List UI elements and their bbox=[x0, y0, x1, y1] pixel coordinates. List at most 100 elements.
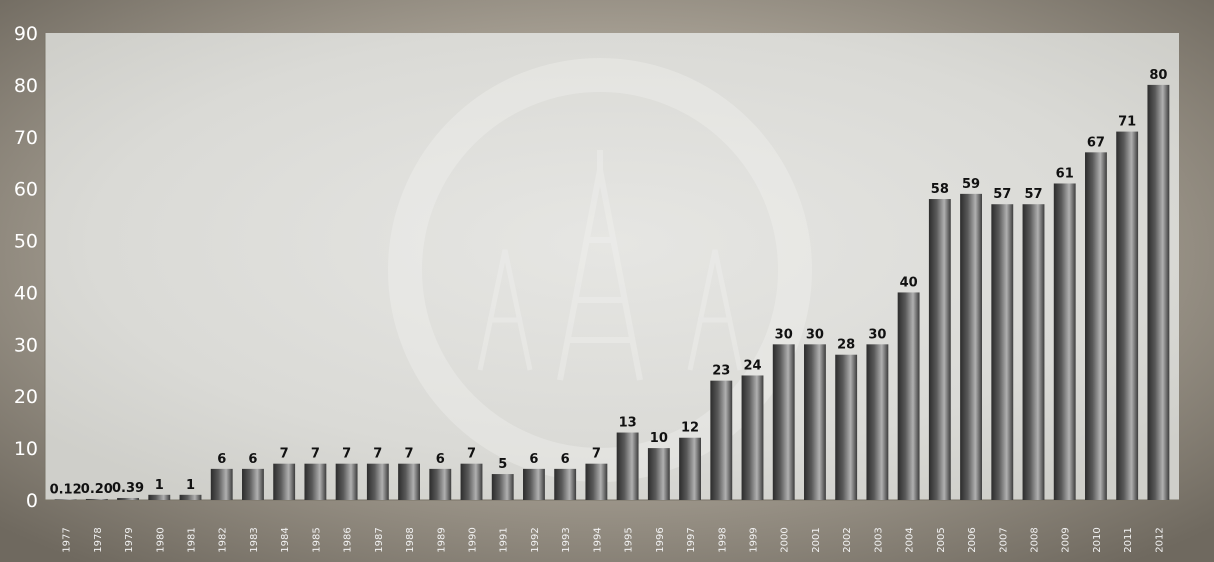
data-label: 80 bbox=[1149, 68, 1167, 83]
x-tick-label: 1986 bbox=[343, 527, 354, 552]
data-label: 6 bbox=[248, 452, 257, 467]
bar bbox=[210, 468, 233, 500]
data-label: 30 bbox=[806, 327, 824, 342]
x-tick-label: 2007 bbox=[998, 527, 1009, 552]
y-tick-label: 70 bbox=[14, 127, 38, 149]
bar bbox=[897, 292, 920, 500]
bar bbox=[1022, 204, 1045, 501]
x-tick-label: 1978 bbox=[93, 527, 104, 552]
data-label: 57 bbox=[1024, 187, 1042, 202]
y-tick-label: 90 bbox=[14, 23, 38, 45]
data-label: 71 bbox=[1118, 115, 1136, 130]
x-tick-label: 2002 bbox=[842, 527, 853, 552]
data-label: 13 bbox=[619, 416, 637, 431]
data-label: 67 bbox=[1087, 135, 1105, 150]
x-tick-label: 1999 bbox=[749, 527, 760, 552]
x-tick-label: 1995 bbox=[624, 527, 635, 552]
data-label: 1 bbox=[155, 478, 164, 493]
x-tick-label: 1980 bbox=[155, 527, 166, 552]
data-label: 28 bbox=[837, 338, 855, 353]
bar bbox=[960, 193, 982, 501]
bar bbox=[523, 468, 545, 500]
bar bbox=[179, 494, 202, 500]
data-label: 57 bbox=[993, 187, 1011, 202]
y-axis-ticks: 0 10 20 30 40 50 60 70 80 90 bbox=[14, 23, 38, 512]
bar bbox=[804, 344, 826, 500]
x-tick-label: 2010 bbox=[1092, 527, 1103, 552]
data-label: 7 bbox=[280, 447, 289, 462]
axes bbox=[44, 33, 1179, 501]
y-tick-label: 50 bbox=[14, 231, 38, 253]
x-tick-label: 1985 bbox=[311, 527, 322, 552]
bar bbox=[835, 354, 858, 500]
data-label: 7 bbox=[467, 447, 476, 462]
x-tick-label: 1993 bbox=[561, 527, 572, 552]
data-label: 58 bbox=[931, 182, 949, 197]
x-tick-label: 1998 bbox=[717, 527, 728, 552]
bar bbox=[585, 463, 608, 500]
x-tick-label: 1990 bbox=[468, 527, 479, 552]
bar bbox=[616, 432, 639, 500]
watermark-derrick bbox=[557, 150, 643, 381]
bar bbox=[1116, 131, 1139, 500]
bar bbox=[460, 463, 483, 500]
data-label: 6 bbox=[529, 452, 538, 467]
x-tick-label: 1987 bbox=[374, 527, 385, 552]
bar bbox=[429, 468, 452, 500]
bar bbox=[242, 468, 264, 500]
data-label: 61 bbox=[1056, 166, 1074, 181]
x-tick-label: 1988 bbox=[405, 527, 416, 552]
watermark-derrick-left bbox=[477, 249, 533, 371]
data-label: 30 bbox=[868, 327, 886, 342]
bar bbox=[928, 199, 951, 501]
x-tick-label: 1983 bbox=[249, 527, 260, 552]
x-tick-label: 1992 bbox=[530, 527, 541, 552]
data-label: 7 bbox=[342, 447, 351, 462]
bar bbox=[554, 468, 577, 500]
bar bbox=[866, 344, 889, 500]
y-tick-label: 80 bbox=[14, 75, 38, 97]
data-label: 0.12 bbox=[50, 482, 82, 497]
x-tick-label: 1979 bbox=[124, 527, 135, 552]
x-tick-label: 1994 bbox=[592, 527, 603, 552]
x-axis-ticks: 1977 1978 1979 1980 1981 1982 1983 1984 1985 1986… bbox=[62, 527, 1166, 552]
y-tick-label: 60 bbox=[14, 179, 38, 201]
bar bbox=[273, 463, 296, 500]
y-tick-label: 30 bbox=[14, 334, 38, 356]
x-tick-label: 1996 bbox=[655, 527, 666, 552]
data-label: 7 bbox=[592, 447, 601, 462]
bar-series bbox=[54, 84, 1170, 501]
x-tick-label: 2008 bbox=[1030, 527, 1041, 552]
x-tick-label: 1982 bbox=[218, 527, 229, 552]
plot-area bbox=[45, 33, 1179, 500]
x-tick-label: 1977 bbox=[62, 527, 73, 552]
y-tick-label: 10 bbox=[14, 438, 38, 460]
data-label: 5 bbox=[498, 457, 507, 472]
bar bbox=[54, 499, 77, 500]
x-tick-label: 1991 bbox=[499, 527, 510, 552]
data-label: 10 bbox=[650, 431, 668, 446]
x-tick-label: 2004 bbox=[905, 527, 916, 552]
bar bbox=[491, 474, 514, 500]
bar bbox=[647, 448, 670, 500]
x-tick-label: 1997 bbox=[686, 527, 697, 552]
x-tick-label: 2006 bbox=[967, 527, 978, 552]
y-tick-label: 20 bbox=[14, 386, 38, 408]
x-tick-label: 2003 bbox=[873, 527, 884, 552]
data-label: 59 bbox=[962, 177, 980, 192]
data-label: 30 bbox=[775, 327, 793, 342]
bar bbox=[85, 498, 108, 500]
data-label: 0.20 bbox=[81, 482, 113, 497]
bar bbox=[991, 204, 1014, 501]
data-label: 0.39 bbox=[112, 481, 144, 496]
x-tick-label: 1981 bbox=[187, 527, 198, 552]
bar bbox=[1053, 183, 1076, 501]
y-tick-label: 0 bbox=[26, 490, 38, 512]
x-tick-label: 2012 bbox=[1154, 527, 1165, 552]
bar bbox=[741, 375, 764, 500]
bar bbox=[679, 437, 701, 500]
x-tick-label: 2011 bbox=[1123, 527, 1134, 552]
